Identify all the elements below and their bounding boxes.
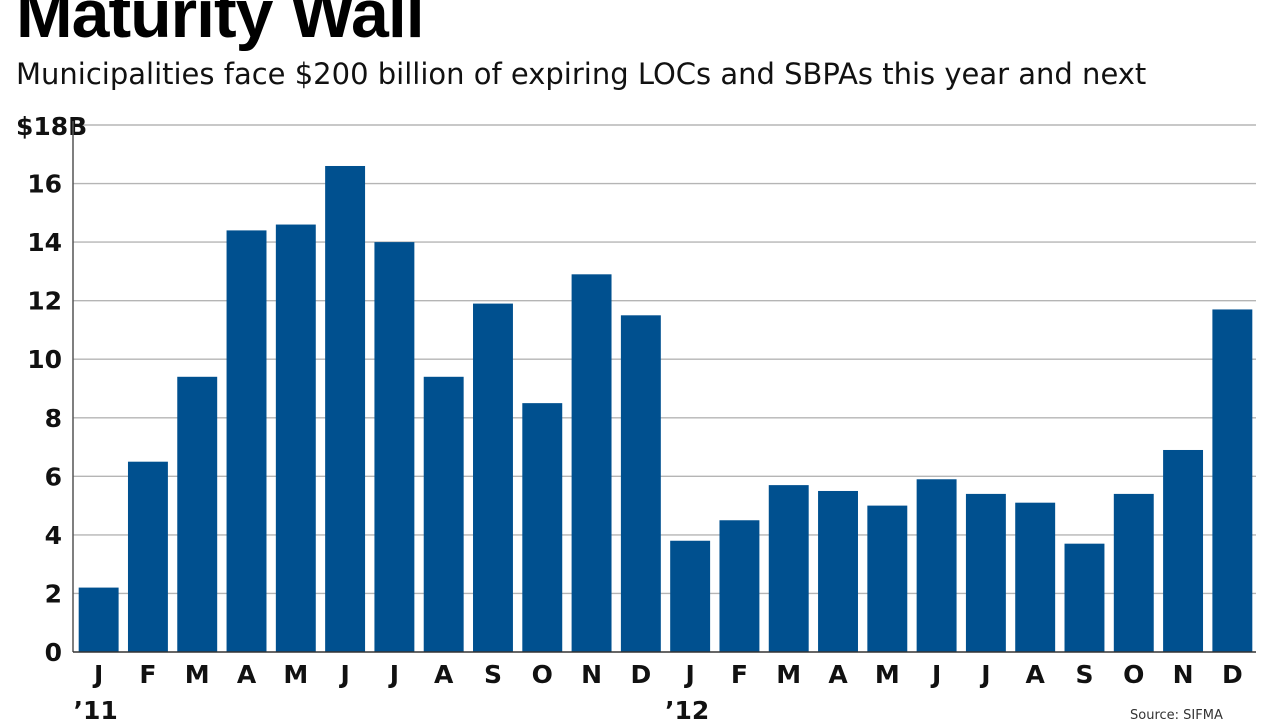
bars: [78, 165, 1253, 653]
x-tick-label: M: [875, 660, 900, 689]
bar: [374, 242, 415, 652]
y-tick-label: 6: [45, 462, 62, 491]
bar: [522, 403, 563, 652]
x-tick-label: N: [581, 660, 602, 689]
x-tick-label: O: [1123, 660, 1144, 689]
bar: [1113, 493, 1154, 652]
bar: [78, 587, 119, 652]
y-tick-label: 4: [45, 521, 62, 550]
y-tick-label: 2: [45, 579, 62, 608]
source-note: Source: SIFMA: [1130, 708, 1223, 723]
year-labels: ’11 ’12: [73, 696, 709, 720]
x-tick-label: F: [139, 660, 156, 689]
x-tick-label: A: [828, 660, 848, 689]
x-tick-label: A: [1026, 660, 1046, 689]
bar: [1015, 502, 1056, 652]
bar: [127, 461, 168, 652]
x-tick-label: S: [484, 660, 502, 689]
x-tick-label: J: [388, 660, 399, 689]
x-tick-label: J: [338, 660, 349, 689]
x-tick-label: M: [776, 660, 801, 689]
bar: [226, 230, 267, 652]
bar: [1064, 543, 1105, 652]
x-tick-label: J: [92, 660, 103, 689]
bar: [965, 493, 1006, 652]
y-tick-label: 12: [27, 287, 62, 316]
y-tick-label: 16: [27, 170, 62, 199]
bar: [620, 315, 661, 652]
year-label: ’11: [73, 696, 117, 720]
bar: [325, 165, 366, 652]
x-tick-label: J: [979, 660, 990, 689]
x-tick-label: F: [731, 660, 748, 689]
y-tick-label: 0: [45, 638, 62, 667]
x-tick-label: D: [1222, 660, 1243, 689]
x-tick-label: M: [185, 660, 210, 689]
year-label: ’12: [665, 696, 709, 720]
bar: [1163, 449, 1204, 652]
bar: [768, 485, 809, 652]
bar: [571, 274, 612, 652]
bar: [719, 520, 760, 652]
bar: [867, 505, 908, 652]
x-tick-label: N: [1173, 660, 1194, 689]
x-tick-label: O: [532, 660, 553, 689]
x-tick-label: J: [930, 660, 941, 689]
bar: [473, 303, 513, 652]
chart-title: Maturity Wall: [16, 0, 425, 52]
bar: [275, 224, 316, 653]
y-tick-label: 8: [45, 404, 62, 433]
x-tick-label: A: [434, 660, 454, 689]
x-tick-label: M: [283, 660, 308, 689]
chart-subtitle: Municipalities face $200 billion of expi…: [16, 57, 1147, 91]
bar: [916, 479, 957, 652]
gridlines: [73, 124, 1256, 595]
bar: [177, 376, 218, 652]
x-tick-label: D: [630, 660, 651, 689]
y-axis-top-label: $18B: [16, 112, 87, 141]
y-axis-tick-labels: 0 2 4 6 8 10 12 14 16 $18B: [16, 112, 87, 667]
x-tick-label: A: [237, 660, 257, 689]
bar: [670, 540, 711, 652]
x-tick-label: J: [683, 660, 694, 689]
x-tick-label: S: [1075, 660, 1093, 689]
bar: [1212, 309, 1253, 652]
bar: [818, 490, 858, 652]
y-tick-label: 14: [27, 228, 62, 257]
y-tick-label: 10: [27, 345, 62, 374]
bar: [423, 376, 464, 652]
